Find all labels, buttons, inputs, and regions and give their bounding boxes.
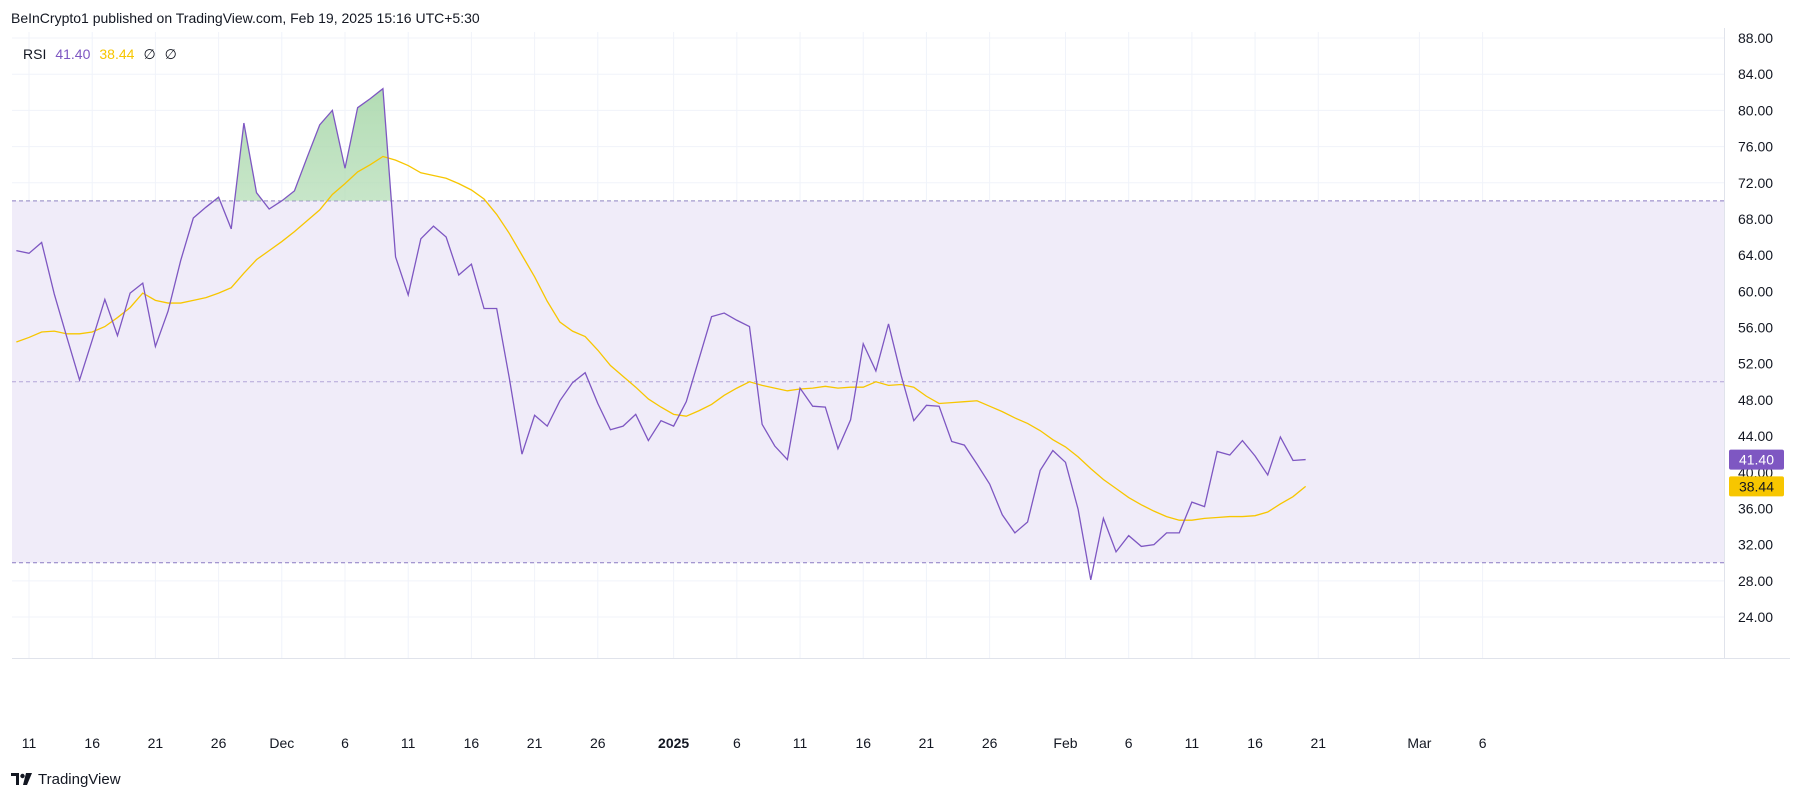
- ma-value: 38.44: [99, 46, 135, 62]
- last-value-badge-rsi: [1729, 449, 1784, 470]
- x-tick-label: Feb: [1053, 735, 1077, 751]
- y-tick-label: 28.00: [1738, 573, 1773, 589]
- publisher-attribution: BeInCrypto1 published on TradingView.com…: [11, 10, 480, 26]
- time-scale[interactable]: 11 16 21 26 Dec 6 11 16 21 26 2025 6 11 16 21 26 Feb 6 11 1…: [22, 735, 1487, 751]
- y-tick-label: 84.00: [1738, 66, 1773, 82]
- overbought-fill: [16, 88, 1306, 201]
- x-tick-label: 21: [919, 735, 935, 751]
- x-tick-label: Dec: [269, 735, 294, 751]
- last-value-label-rsi: 41.40: [1739, 452, 1774, 468]
- tradingview-brand[interactable]: TradingView: [11, 771, 121, 788]
- x-tick-label: Mar: [1407, 735, 1431, 751]
- last-value-badge-ma: [1729, 476, 1784, 497]
- x-tick-label: 21: [527, 735, 543, 751]
- x-tick-label: 11: [22, 735, 37, 751]
- y-tick-label: 44.00: [1738, 428, 1773, 444]
- x-tick-label: 26: [590, 735, 606, 751]
- y-tick-label: 72.00: [1738, 175, 1773, 191]
- y-tick-label: 48.00: [1738, 392, 1773, 408]
- na-value-1: ∅: [143, 46, 156, 62]
- y-tick-label: 56.00: [1738, 320, 1773, 336]
- x-tick-label: 6: [1479, 735, 1487, 751]
- x-tick-label: 11: [401, 735, 416, 751]
- x-tick-label: 6: [341, 735, 349, 751]
- last-value-badges: 41.40 38.44: [1729, 449, 1784, 497]
- x-tick-label: 26: [982, 735, 998, 751]
- y-tick-label: 60.00: [1738, 283, 1773, 299]
- y-tick-label: 68.00: [1738, 211, 1773, 227]
- x-tick-label: 26: [211, 735, 227, 751]
- x-tick-label: 21: [1310, 735, 1326, 751]
- indicator-legend[interactable]: RSI 41.40 38.44 ∅ ∅: [23, 46, 177, 63]
- x-tick-label: 21: [148, 735, 164, 751]
- x-tick-label: 11: [793, 735, 808, 751]
- x-tick-label: 16: [1247, 735, 1263, 751]
- x-tick-label: 16: [84, 735, 100, 751]
- y-tick-label: 64.00: [1738, 247, 1773, 263]
- rsi-value: 41.40: [55, 46, 91, 62]
- tradingview-logo-icon: [11, 772, 32, 785]
- y-tick-label: 32.00: [1738, 537, 1773, 553]
- x-tick-label: 11: [1185, 735, 1200, 751]
- indicator-name: RSI: [23, 46, 47, 62]
- na-value-2: ∅: [164, 46, 177, 62]
- rsi-ma-line: [16, 155, 1307, 521]
- price-scale[interactable]: 24.0028.0032.0036.0040.0044.0048.0052.00…: [1738, 30, 1773, 625]
- x-tick-label: 2025: [658, 735, 689, 751]
- x-tick-label: 16: [464, 735, 480, 751]
- rsi-line: [16, 87, 1306, 581]
- y-tick-label: 52.00: [1738, 356, 1773, 372]
- x-tick-label: 6: [733, 735, 741, 751]
- last-value-label-ma: 38.44: [1739, 478, 1774, 494]
- y-tick-label: 88.00: [1738, 30, 1773, 46]
- y-tick-label: 76.00: [1738, 139, 1773, 155]
- y-tick-label: 24.00: [1738, 609, 1773, 625]
- brand-name: TradingView: [38, 771, 121, 788]
- x-tick-label: 16: [855, 735, 871, 751]
- x-tick-label: 6: [1125, 735, 1133, 751]
- y-tick-label: 80.00: [1738, 102, 1773, 118]
- y-tick-label: 36.00: [1738, 500, 1773, 516]
